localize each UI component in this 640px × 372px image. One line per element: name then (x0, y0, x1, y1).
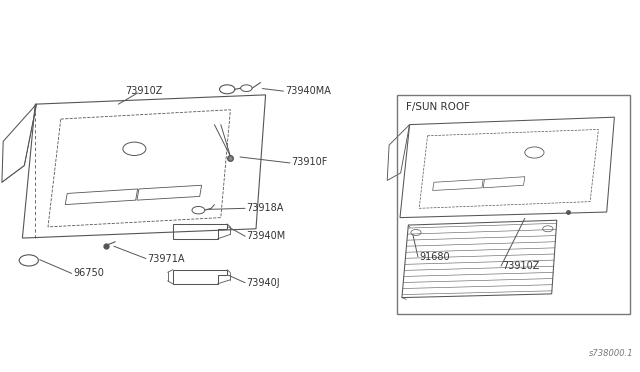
Text: 73918A: 73918A (246, 203, 284, 213)
Text: F/SUN ROOF: F/SUN ROOF (406, 102, 470, 112)
Text: 91680: 91680 (419, 252, 450, 262)
Text: 73940M: 73940M (246, 231, 285, 241)
Text: 73971A: 73971A (147, 254, 185, 263)
Text: 73940MA: 73940MA (285, 86, 331, 96)
Bar (397, 95, 630, 314)
Text: s738000.1: s738000.1 (589, 349, 634, 358)
Text: 73910Z: 73910Z (502, 261, 540, 271)
Text: 96750: 96750 (74, 269, 104, 278)
Text: 73910F: 73910F (291, 157, 328, 167)
Text: 73910Z: 73910Z (125, 86, 162, 96)
Text: 73940J: 73940J (246, 278, 280, 288)
